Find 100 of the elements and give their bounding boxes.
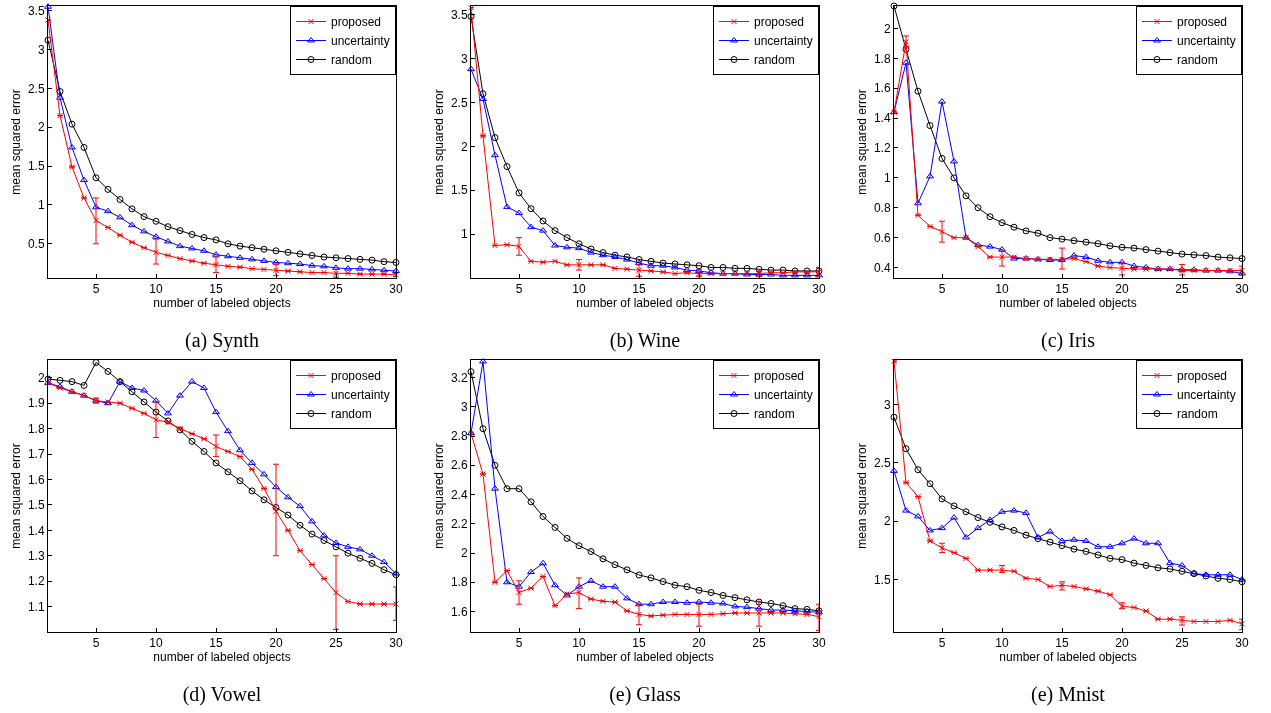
y-tick-label: 2	[37, 120, 45, 135]
y-tick-label: 2.2	[450, 516, 468, 531]
legend-label: random	[331, 53, 372, 68]
legend-label: uncertainty	[331, 388, 390, 403]
legend-label: proposed	[331, 15, 382, 30]
x-tick-label: 10	[149, 282, 163, 297]
x-tick-label: 15	[1055, 282, 1069, 297]
y-tick-label: 1.6	[450, 604, 468, 619]
y-tick-label: 0.4	[873, 260, 891, 275]
x-tick-label: 30	[389, 282, 403, 297]
x-tick-label: 10	[572, 282, 586, 297]
x-axis-title: number of labeled objects	[576, 296, 714, 311]
x-tick-label: 20	[1115, 282, 1129, 297]
text: (e) Mnist	[1031, 682, 1106, 706]
y-tick-label: 3.5	[27, 3, 45, 18]
x-tick-label: 15	[1055, 636, 1069, 651]
x-tick-label: 5	[515, 636, 523, 651]
x-tick-label: 5	[92, 636, 100, 651]
y-tick-label: 1.5	[450, 183, 468, 198]
y-tick-label: 3	[37, 42, 45, 57]
y-tick-label: 1.2	[27, 574, 45, 589]
x-tick-label: 10	[995, 282, 1009, 297]
x-tick-label: 20	[692, 282, 706, 297]
x-tick-label: 5	[938, 636, 946, 651]
y-tick-label: 1.9	[27, 396, 45, 411]
y-tick-label: 1	[37, 198, 45, 213]
x-axis-title: number of labeled objects	[153, 296, 291, 311]
y-tick-label: 1.2	[873, 141, 891, 156]
legend-label: uncertainty	[331, 34, 390, 49]
x-tick-label: 10	[149, 636, 163, 651]
legend-label: proposed	[1177, 15, 1228, 30]
legend-label: uncertainty	[1177, 34, 1236, 49]
x-tick-label: 25	[1175, 636, 1189, 651]
y-tick-label: 1.6	[27, 472, 45, 487]
x-tick-label: 15	[632, 282, 646, 297]
y-tick-label: 0.5	[27, 237, 45, 252]
legend-label: random	[1177, 407, 1218, 422]
legend-label: proposed	[754, 369, 805, 384]
legend-label: random	[331, 407, 372, 422]
text: (b) Wine	[609, 328, 681, 352]
legend-label: proposed	[331, 369, 382, 384]
x-tick-label: 25	[752, 636, 766, 651]
y-tick-label: 1.5	[27, 159, 45, 174]
x-tick-label: 30	[812, 636, 826, 651]
y-tick-label: 2	[883, 514, 891, 529]
y-tick-label: 2	[460, 546, 468, 561]
y-tick-label: 3	[460, 51, 468, 66]
x-axis-title: number of labeled objects	[999, 650, 1137, 665]
y-tick-label: 3	[883, 397, 891, 412]
x-tick-label: 20	[1115, 636, 1129, 651]
text: (d) Vowel	[182, 682, 262, 706]
y-axis-title: mean squared error	[855, 443, 870, 549]
legend-label: random	[754, 407, 795, 422]
legend-label: proposed	[1177, 369, 1228, 384]
y-tick-label: 2	[883, 21, 891, 36]
legend-label: uncertainty	[1177, 388, 1236, 403]
y-tick-label: 2.6	[450, 458, 468, 473]
legend-label: uncertainty	[754, 34, 813, 49]
x-tick-label: 25	[329, 636, 343, 651]
y-tick-label: 2	[37, 370, 45, 385]
x-tick-label: 30	[389, 636, 403, 651]
legend-label: uncertainty	[754, 388, 813, 403]
y-tick-label: 1.6	[873, 81, 891, 96]
x-tick-label: 15	[209, 636, 223, 651]
x-tick-label: 25	[1175, 282, 1189, 297]
y-axis-title: mean squared error	[432, 443, 447, 549]
y-tick-label: 1.5	[27, 498, 45, 513]
y-tick-label: 1.8	[450, 575, 468, 590]
y-tick-label: 2.5	[27, 81, 45, 96]
y-tick-label: 2.4	[450, 487, 468, 502]
x-tick-label: 30	[812, 282, 826, 297]
legend-label: random	[754, 53, 795, 68]
y-tick-label: 3.5	[450, 7, 468, 22]
y-tick-label: 3.2	[450, 370, 468, 385]
x-tick-label: 30	[1235, 282, 1249, 297]
y-tick-label: 1	[883, 171, 891, 186]
y-axis-title: mean squared error	[855, 89, 870, 195]
x-tick-label: 5	[938, 282, 946, 297]
y-tick-label: 1.8	[873, 51, 891, 66]
x-axis-title: number of labeled objects	[576, 650, 714, 665]
x-tick-label: 15	[209, 282, 223, 297]
x-tick-label: 20	[269, 282, 283, 297]
x-tick-label: 20	[692, 636, 706, 651]
x-tick-label: 5	[92, 282, 100, 297]
y-axis-title: mean squared error	[9, 89, 24, 195]
legend-label: random	[1177, 53, 1218, 68]
x-tick-label: 10	[995, 636, 1009, 651]
x-tick-label: 5	[515, 282, 523, 297]
x-tick-label: 30	[1235, 636, 1249, 651]
y-tick-label: 2.5	[873, 455, 891, 470]
y-tick-label: 1.8	[27, 421, 45, 436]
y-axis-title: mean squared error	[432, 89, 447, 195]
x-tick-label: 25	[752, 282, 766, 297]
text: (c) Iris	[1041, 328, 1096, 352]
x-tick-label: 15	[632, 636, 646, 651]
text: (e) Glass	[609, 682, 682, 706]
x-tick-label: 20	[269, 636, 283, 651]
text: (a) Synth	[185, 328, 259, 352]
y-tick-label: 0.6	[873, 230, 891, 245]
y-tick-label: 2.8	[450, 429, 468, 444]
